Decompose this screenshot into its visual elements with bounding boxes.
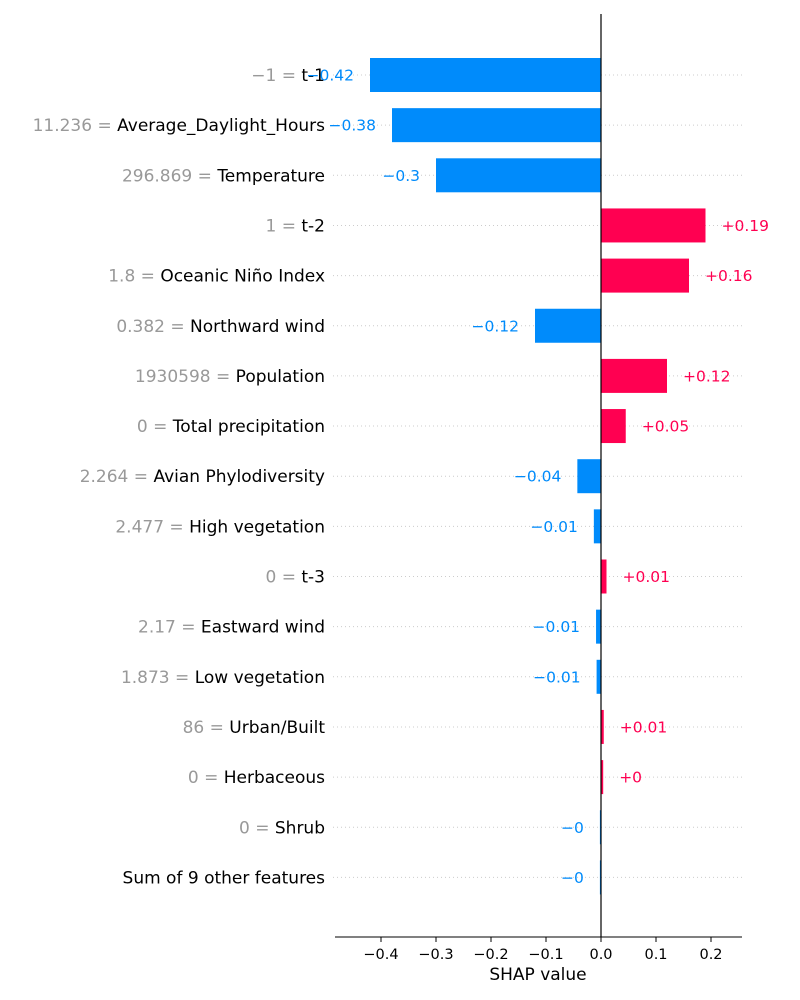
x-tick-label: −0.1: [528, 947, 563, 963]
x-axis: −0.4 −0.3 −0.2 −0.1 0.0 0.1 0.2: [335, 14, 742, 963]
feature-value: 1.8 =: [108, 267, 160, 287]
bar-8: [601, 409, 626, 444]
feature-value: 2.477 =: [115, 517, 189, 537]
feature-name: t-1: [301, 66, 325, 86]
feature-value: 0 =: [137, 417, 173, 437]
bar-7: [601, 358, 667, 393]
bar-2: [392, 108, 601, 143]
feature-name: Population: [236, 367, 325, 387]
bar-4: [601, 208, 706, 243]
x-tick-label: 0.0: [589, 947, 612, 963]
feature-name: Northward wind: [190, 317, 325, 337]
bar-11: [601, 559, 607, 594]
value-label: +0.01: [620, 718, 668, 736]
feature-label: 1.873 = Low vegetation: [121, 668, 325, 688]
feature-label: 0 = Herbaceous: [188, 768, 325, 788]
x-tick-label: 0.1: [644, 947, 667, 963]
feature-label: 1.8 = Oceanic Niño Index: [108, 267, 325, 287]
feature-name: Avian Phylodiversity: [153, 467, 325, 487]
x-tick-label: −0.2: [473, 947, 508, 963]
feature-value: 0.382 =: [116, 317, 190, 337]
feature-value: 11.236 =: [33, 116, 118, 136]
feature-value: 1.873 =: [121, 668, 195, 688]
feature-label: 0 = Shrub: [239, 818, 325, 838]
bar-3: [436, 158, 601, 193]
feature-name: Eastward wind: [201, 618, 325, 638]
value-labels: −0.42 −0.38 −0.3 +0.19 +0.16 −0.12 +0.12 +0.05 −…: [307, 67, 770, 887]
feature-label: 0.382 = Northward wind: [116, 317, 325, 337]
x-axis-title: SHAP value: [489, 965, 586, 985]
value-label: −0.38: [329, 117, 377, 135]
value-label: −0: [561, 819, 584, 837]
feature-value: 2.264 =: [80, 467, 154, 487]
feature-label: 11.236 = Average_Daylight_Hours: [33, 116, 326, 136]
feature-value: 1 =: [266, 216, 302, 236]
feature-name: Shrub: [275, 818, 325, 838]
feature-label: Sum of 9 other features: [123, 868, 326, 888]
feature-label: 2.477 = High vegetation: [115, 517, 325, 537]
value-label: −0.42: [307, 67, 355, 85]
value-label: +0.05: [642, 418, 690, 436]
feature-name: Total precipitation: [172, 417, 325, 437]
feature-name: t-2: [301, 216, 325, 236]
feature-value: 1930598 =: [135, 367, 236, 387]
feature-value: 0 =: [239, 818, 275, 838]
value-label: +0.01: [623, 568, 671, 586]
feature-value: 0 =: [266, 568, 302, 588]
bar-14: [601, 709, 604, 744]
bar-12: [596, 609, 601, 644]
value-label: −0: [561, 869, 584, 887]
feature-value: −1 =: [251, 66, 301, 86]
feature-labels: −1 = t-1 11.236 = Average_Daylight_Hours 2…: [33, 66, 326, 888]
feature-name: Sum of 9 other features: [123, 868, 326, 888]
feature-label: 86 = Urban/Built: [183, 718, 326, 738]
bar-1: [370, 58, 601, 92]
x-tick-label: −0.3: [418, 947, 453, 963]
feature-label: 0 = t-3: [266, 568, 326, 588]
feature-label: 1 = t-2: [266, 216, 326, 236]
value-label: +0.19: [722, 217, 770, 235]
value-label: +0.12: [683, 367, 731, 385]
feature-label: 296.869 = Temperature: [122, 166, 325, 186]
feature-value: 0 =: [188, 768, 224, 788]
bar-6: [535, 308, 601, 343]
value-label: −0.3: [382, 167, 420, 185]
value-label: +0.16: [705, 267, 753, 285]
feature-value: 296.869 =: [122, 166, 217, 186]
value-label: −0.01: [533, 668, 581, 686]
feature-name: Low vegetation: [195, 668, 325, 688]
bar-13: [596, 659, 601, 694]
feature-name: Herbaceous: [224, 768, 325, 788]
feature-label: 2.17 = Eastward wind: [138, 618, 325, 638]
feature-label: 2.264 = Avian Phylodiversity: [80, 467, 325, 487]
feature-value: 86 =: [183, 718, 230, 738]
value-label: −0.12: [472, 317, 520, 335]
feature-name: Oceanic Niño Index: [160, 267, 325, 287]
bar-9: [577, 459, 601, 494]
value-label: −0.01: [533, 618, 581, 636]
x-tick-label: −0.4: [363, 947, 398, 963]
feature-name: Temperature: [216, 166, 325, 186]
bar-5: [601, 258, 689, 293]
value-label: +0: [619, 769, 642, 787]
bar-10: [593, 509, 601, 544]
feature-name: High vegetation: [189, 517, 325, 537]
feature-label: 0 = Total precipitation: [137, 417, 325, 437]
feature-name: t-3: [301, 568, 325, 588]
feature-name: Average_Daylight_Hours: [117, 116, 325, 136]
feature-value: 2.17 =: [138, 618, 201, 638]
bar-15: [601, 760, 604, 795]
value-label: −0.04: [514, 468, 562, 486]
feature-name: Urban/Built: [229, 718, 325, 738]
feature-label: 1930598 = Population: [135, 367, 325, 387]
feature-label: −1 = t-1: [251, 66, 325, 86]
value-label: −0.01: [530, 518, 578, 536]
x-tick-label: 0.2: [699, 947, 722, 963]
bars: [370, 58, 706, 895]
